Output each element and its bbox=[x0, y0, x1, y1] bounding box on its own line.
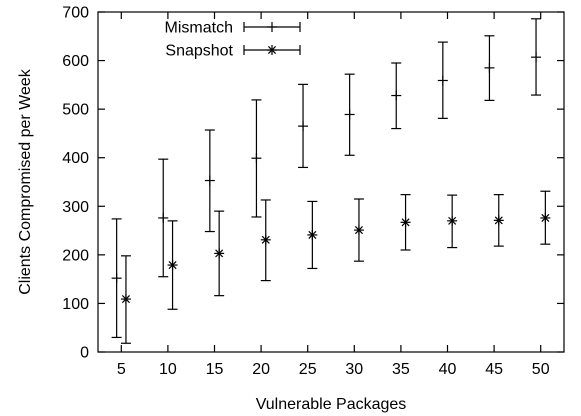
marker-stroke bbox=[448, 216, 457, 225]
data-point bbox=[111, 218, 122, 339]
data-point bbox=[344, 73, 355, 156]
x-axis-label: Vulnerable Packages bbox=[256, 396, 407, 413]
data-point bbox=[158, 158, 169, 278]
data-point bbox=[260, 199, 271, 282]
y-tick-label: 700 bbox=[62, 5, 89, 22]
legend-label: Mismatch bbox=[165, 20, 233, 37]
data-point bbox=[493, 194, 504, 247]
data-point bbox=[167, 220, 178, 310]
x-tick-label: 10 bbox=[159, 361, 177, 378]
series-layer bbox=[111, 18, 551, 344]
marker-stroke bbox=[168, 261, 177, 270]
x-tick-label: 35 bbox=[392, 361, 410, 378]
marker-stroke bbox=[261, 235, 270, 244]
data-point bbox=[484, 35, 495, 102]
marker-stroke bbox=[494, 216, 503, 225]
marker-stroke bbox=[267, 45, 277, 55]
data-point bbox=[251, 99, 262, 218]
data-point bbox=[447, 194, 458, 249]
x-tick-label: 15 bbox=[206, 361, 224, 378]
data-point bbox=[204, 129, 215, 233]
data-point bbox=[353, 198, 364, 262]
marker-stroke bbox=[401, 218, 410, 227]
y-tick-label: 0 bbox=[80, 345, 89, 362]
x-tick-label: 45 bbox=[485, 361, 503, 378]
y-axis-label: Clients Compromised per Week bbox=[17, 68, 34, 295]
marker-stroke bbox=[215, 249, 224, 258]
x-tick-label: 25 bbox=[299, 361, 317, 378]
axes: 0 100 200 300 400 500 600 700 5 10 15 20 25 30 35 40 45 5… bbox=[62, 5, 564, 378]
data-point bbox=[540, 190, 551, 245]
y-tick-label: 600 bbox=[62, 53, 89, 70]
y-tick-label: 300 bbox=[62, 199, 89, 216]
x-tick-label: 30 bbox=[345, 361, 363, 378]
y-tick-label: 400 bbox=[62, 150, 89, 167]
y-tick-label: 500 bbox=[62, 102, 89, 119]
legend-label: Snapshot bbox=[165, 43, 233, 60]
marker-stroke bbox=[354, 226, 363, 235]
marker-stroke bbox=[121, 295, 130, 304]
data-point bbox=[298, 83, 309, 169]
data-point bbox=[437, 41, 448, 119]
legend-item-snapshot: Snapshot bbox=[165, 43, 301, 60]
x-tick-label: 5 bbox=[117, 361, 126, 378]
legend-item-mismatch: Mismatch bbox=[165, 20, 301, 37]
marker-stroke bbox=[308, 230, 317, 239]
plot-frame bbox=[97, 11, 565, 353]
marker-stroke bbox=[541, 213, 550, 222]
data-point bbox=[531, 18, 542, 96]
y-tick-label: 200 bbox=[62, 247, 89, 264]
x-tick-label: 50 bbox=[532, 361, 550, 378]
y-tick-label: 100 bbox=[62, 296, 89, 313]
data-point bbox=[391, 62, 402, 130]
data-point bbox=[214, 210, 225, 297]
series-snapshot bbox=[120, 190, 551, 344]
series-mismatch bbox=[111, 18, 542, 339]
data-point bbox=[400, 194, 411, 251]
x-tick-label: 40 bbox=[439, 361, 457, 378]
x-tick-label: 20 bbox=[252, 361, 270, 378]
data-point bbox=[307, 200, 318, 270]
legend: Mismatch Snapshot bbox=[165, 20, 301, 60]
data-point bbox=[120, 255, 131, 344]
